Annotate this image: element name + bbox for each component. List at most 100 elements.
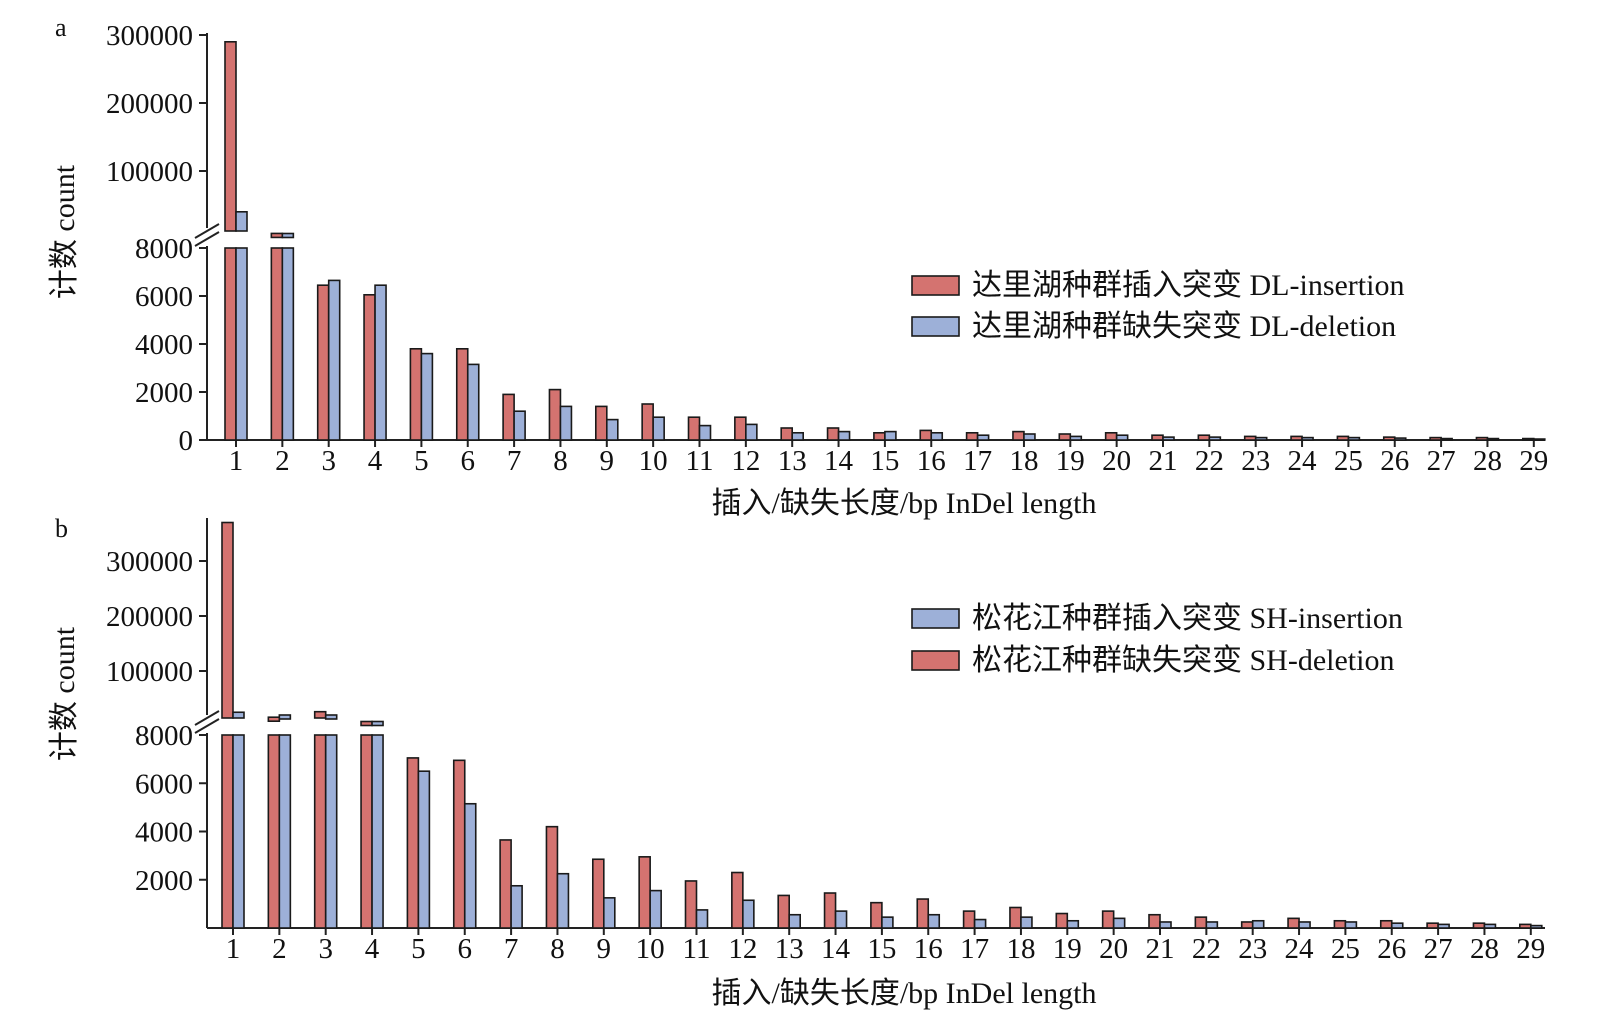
bar — [316, 284, 330, 441]
x-tick-label: 8 — [553, 445, 568, 477]
bar — [409, 347, 423, 441]
bar — [1058, 433, 1072, 441]
bar — [1159, 921, 1172, 929]
bar — [1533, 438, 1546, 441]
bar — [780, 427, 794, 441]
x-tick-label: 9 — [600, 445, 615, 477]
bar — [884, 430, 897, 441]
axis-break-mark — [194, 223, 220, 239]
x-tick-label: 13 — [775, 933, 804, 965]
y-tick-label: 6000 — [135, 281, 193, 313]
bar — [1298, 921, 1311, 929]
y-tick-label: 0 — [179, 425, 194, 457]
legend-swatch — [911, 316, 960, 337]
bar — [1148, 913, 1161, 929]
bar — [1429, 436, 1442, 441]
y-tick-label: 8000 — [135, 720, 193, 752]
bar — [463, 802, 477, 929]
y-tick-label: 200000 — [106, 601, 193, 633]
x-tick-label: 19 — [1056, 445, 1085, 477]
panel-b-legend: 松花江种群插入突变 SH-insertion 松花江种群缺失突变 SH-delet… — [911, 602, 1403, 677]
x-tick-label: 27 — [1424, 933, 1453, 965]
bar — [1197, 434, 1211, 441]
bar — [1012, 430, 1025, 441]
bar-upper-segment — [235, 211, 248, 232]
bar — [1115, 434, 1129, 441]
bar — [1205, 921, 1219, 929]
bar — [1530, 924, 1543, 929]
legend-label: 达里湖种群插入突变 DL-insertion — [972, 269, 1404, 302]
bar-lower-segment — [324, 734, 338, 929]
bar — [1440, 437, 1453, 441]
panel-a-x-axis-title: 插入/缺失长度/bp InDel length — [712, 487, 1097, 520]
x-tick-label: 10 — [639, 445, 668, 477]
bar-upper-segment — [281, 232, 295, 239]
bar — [962, 910, 976, 929]
x-tick-label: 14 — [821, 933, 851, 965]
bar-upper-segment — [224, 40, 237, 232]
bar — [1104, 431, 1118, 441]
x-tick-label: 23 — [1241, 445, 1270, 477]
bar — [1055, 912, 1069, 929]
x-tick-label: 4 — [365, 933, 380, 965]
y-tick-label: 200000 — [106, 88, 193, 120]
legend-swatch — [911, 275, 960, 296]
bar-upper-segment — [324, 714, 338, 720]
bar — [1208, 436, 1222, 441]
bar — [641, 403, 654, 441]
bar — [499, 839, 512, 929]
bar — [548, 388, 562, 441]
x-tick-label: 28 — [1470, 933, 1499, 965]
bar-upper-segment — [270, 232, 284, 239]
bar — [638, 856, 651, 929]
x-tick-label: 21 — [1146, 933, 1175, 965]
bar — [1151, 434, 1164, 441]
bar — [881, 916, 894, 929]
bar — [1475, 436, 1489, 441]
bar — [327, 279, 341, 441]
x-tick-label: 18 — [1006, 933, 1035, 965]
bar — [652, 416, 665, 441]
x-tick-label: 7 — [507, 445, 522, 477]
y-tick-label: 4000 — [135, 329, 193, 361]
bar — [1251, 919, 1265, 929]
bar — [698, 424, 712, 441]
x-tick-label: 12 — [728, 933, 757, 965]
bar — [834, 910, 848, 929]
bar — [1066, 919, 1080, 929]
x-tick-label: 21 — [1149, 445, 1178, 477]
x-tick-label: 18 — [1009, 445, 1038, 477]
bar-upper-segment — [371, 720, 384, 727]
bar — [1112, 917, 1126, 929]
x-tick-label: 11 — [683, 933, 711, 965]
bar — [1379, 919, 1393, 929]
bar — [791, 431, 805, 441]
bar — [695, 909, 709, 929]
x-tick-label: 2 — [275, 445, 290, 477]
x-tick-label: 28 — [1473, 445, 1502, 477]
bar — [1243, 435, 1257, 441]
bar — [605, 418, 619, 441]
y-tick-label: 300000 — [106, 20, 193, 52]
bar-lower-segment — [267, 734, 281, 929]
x-tick-label: 4 — [368, 445, 383, 477]
bar — [1101, 910, 1115, 929]
bar — [466, 363, 480, 441]
x-tick-label: 6 — [458, 933, 473, 965]
bar — [649, 889, 662, 929]
x-tick-label: 1 — [229, 445, 244, 477]
bar — [684, 880, 698, 929]
bar — [837, 430, 851, 441]
bar — [417, 770, 431, 929]
x-tick-label: 29 — [1516, 933, 1545, 965]
bar — [788, 913, 802, 929]
bar — [777, 894, 791, 929]
bar — [452, 759, 466, 929]
x-tick-label: 12 — [731, 445, 760, 477]
x-tick-label: 26 — [1380, 445, 1409, 477]
bar — [916, 898, 930, 929]
bar — [1023, 433, 1036, 441]
bar — [1162, 436, 1175, 441]
bar — [1382, 436, 1396, 441]
bar-lower-segment — [221, 734, 234, 929]
